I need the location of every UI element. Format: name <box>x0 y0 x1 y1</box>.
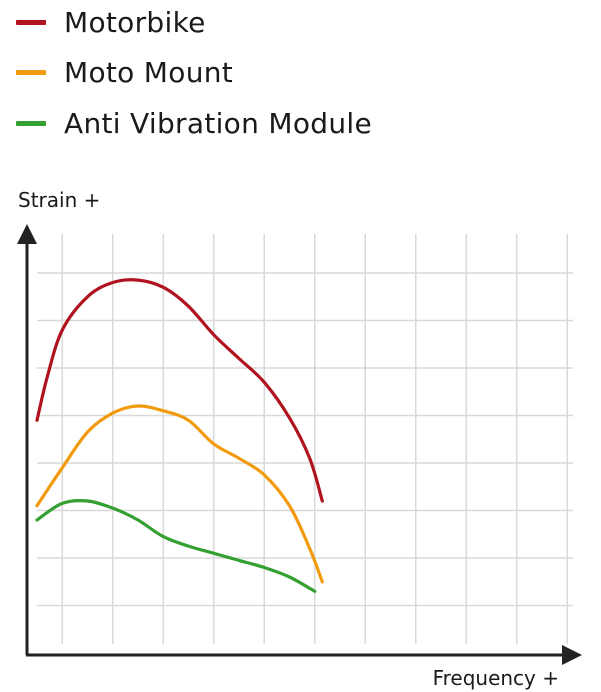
x-axis-label: Frequency + <box>432 666 559 690</box>
axes <box>17 224 582 665</box>
legend-label-anti-vibration-module: Anti Vibration Module <box>64 106 372 140</box>
y-axis-label: Strain + <box>18 188 101 212</box>
legend-swatch-motorbike <box>16 19 46 25</box>
legend-item-anti-vibration-module: Anti Vibration Module <box>16 103 372 143</box>
legend-label-moto-mount: Moto Mount <box>64 55 234 89</box>
series-lines <box>35 278 324 593</box>
legend-swatch-anti-vibration-module <box>16 120 46 126</box>
series-line-motorbike <box>35 278 324 503</box>
legend-item-moto-mount: Moto Mount <box>16 52 233 92</box>
legend-swatch-moto-mount <box>16 69 46 75</box>
grid <box>37 234 573 644</box>
y-axis-arrow-icon <box>17 224 37 244</box>
series-line-anti-vibration-module <box>35 498 317 593</box>
series-line-moto-mount <box>35 404 324 584</box>
legend-label-motorbike: Motorbike <box>64 5 206 39</box>
legend-item-motorbike: Motorbike <box>16 2 206 42</box>
x-axis-arrow-icon <box>562 645 582 665</box>
